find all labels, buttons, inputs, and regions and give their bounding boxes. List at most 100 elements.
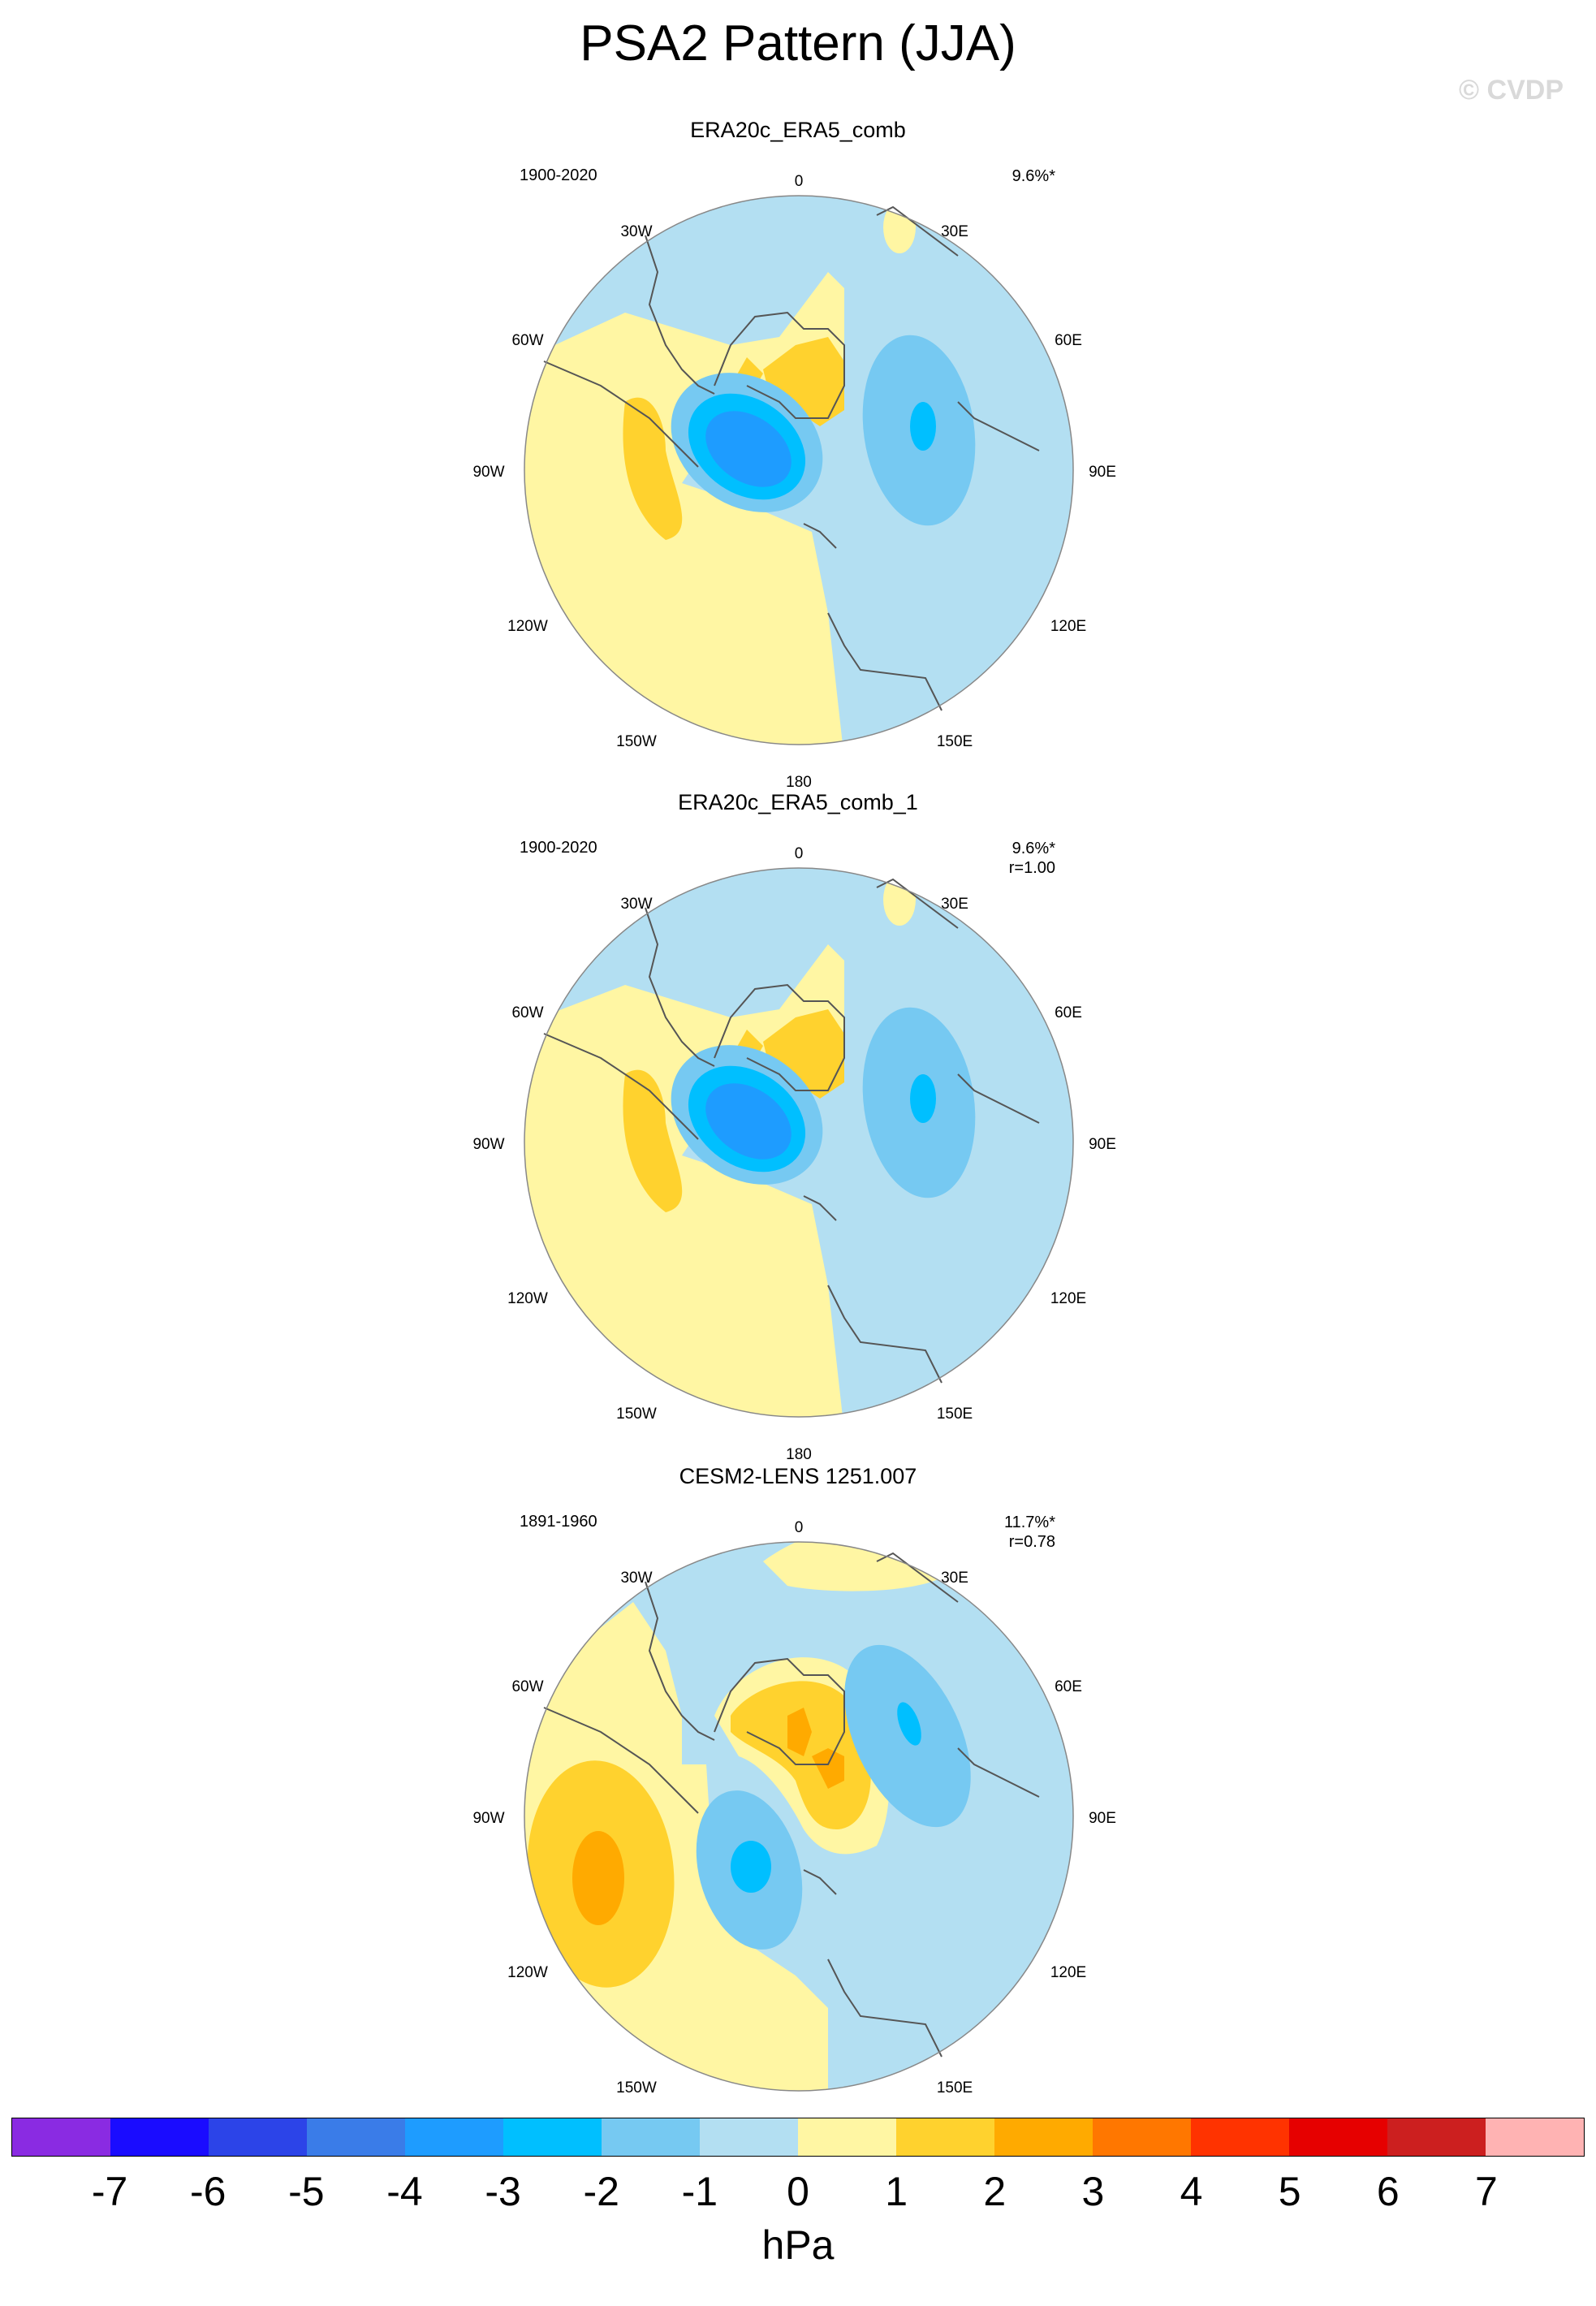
variance-pct: 9.6%* bbox=[1012, 840, 1055, 857]
lon-label: 180 bbox=[786, 774, 812, 791]
colorbar-swatch bbox=[896, 2118, 994, 2156]
lon-label: 30W bbox=[620, 896, 652, 913]
lon-label: 60E bbox=[1055, 1678, 1082, 1695]
polar-map: 0 30E 60E 90E 120E 150E 180 150W 120W 90… bbox=[472, 845, 1115, 1463]
anomaly-field bbox=[524, 868, 1073, 1417]
colorbar-swatch bbox=[1387, 2118, 1486, 2156]
colorbar-swatch bbox=[1289, 2118, 1387, 2156]
lon-label: 150E bbox=[937, 733, 973, 750]
map-panel-2: ERA20c_ERA5_comb_1 1900-2020 9.6%* r=1.0… bbox=[0, 790, 1596, 1488]
lon-label: 150W bbox=[616, 1406, 657, 1423]
lon-label: 120E bbox=[1050, 1290, 1086, 1307]
longitude-labels: 0 30E 60E 90E 120E 150E 180 150W 120W 90… bbox=[472, 845, 1115, 1463]
colorbar-tick-label: -5 bbox=[288, 2169, 325, 2214]
lon-label: 90W bbox=[472, 464, 504, 481]
anomaly-field bbox=[524, 196, 1073, 745]
map-boundary bbox=[524, 195, 1074, 745]
colorbar-tick-label: 2 bbox=[983, 2169, 1007, 2214]
figure-title: PSA2 Pattern (JJA) bbox=[580, 15, 1016, 71]
copyright-text: © CVDP bbox=[1459, 75, 1564, 106]
colorbar-swatch bbox=[405, 2118, 503, 2156]
coastlines bbox=[543, 878, 1040, 1384]
lon-label: 120E bbox=[1050, 1964, 1086, 1981]
lon-label: 90E bbox=[1089, 1810, 1116, 1827]
map-boundary bbox=[524, 867, 1074, 1418]
colorbar-tick-label: 6 bbox=[1376, 2169, 1400, 2214]
colorbar bbox=[11, 2118, 1585, 2157]
lon-label: 30E bbox=[941, 896, 968, 913]
period-label: 1900-2020 bbox=[520, 166, 597, 184]
map-panel-1: ERA20c_ERA5_comb 1900-2020 9.6%* bbox=[0, 118, 1596, 816]
lon-label: 0 bbox=[795, 845, 804, 862]
panel-title: CESM2-LENS 1251.007 bbox=[679, 1464, 917, 1488]
stats-label: 11.7%* r=0.78 bbox=[989, 1513, 1055, 1552]
lon-label: 120W bbox=[507, 1964, 548, 1981]
colorbar-tick-label: 5 bbox=[1278, 2169, 1301, 2214]
polar-map: 0 30E 60E 90E 120E 150E 180 150W 120W 90… bbox=[472, 173, 1115, 791]
colorbar-unit: hPa bbox=[761, 2222, 835, 2268]
lon-label: 0 bbox=[795, 1519, 804, 1536]
colorbar-tick-label: 7 bbox=[1474, 2169, 1498, 2214]
pattern-correlation: r=0.78 bbox=[1008, 1533, 1055, 1551]
lon-label: 150W bbox=[616, 733, 657, 750]
lon-label: 30E bbox=[941, 223, 968, 240]
lon-label: 0 bbox=[795, 173, 804, 190]
colorbar-tick-label: 4 bbox=[1180, 2169, 1203, 2214]
colorbar-swatch bbox=[1486, 2118, 1584, 2156]
lon-label: 90E bbox=[1089, 464, 1116, 481]
lon-label: 60E bbox=[1055, 1004, 1082, 1021]
colorbar-swatch bbox=[209, 2118, 307, 2156]
longitude-labels: 0 30E 60E 90E 120E 150E 180 150W 120W 90… bbox=[472, 173, 1115, 791]
colorbar-swatch bbox=[1191, 2118, 1289, 2156]
period-label: 1900-2020 bbox=[520, 839, 597, 857]
colorbar-tick-label: -6 bbox=[190, 2169, 226, 2214]
stats-label: 9.6%* r=1.00 bbox=[989, 839, 1055, 878]
lon-label: 60W bbox=[511, 1678, 543, 1695]
lon-label: 150E bbox=[937, 1406, 973, 1423]
lon-label: 30W bbox=[620, 1570, 652, 1587]
colorbar-swatch bbox=[602, 2118, 700, 2156]
colorbar-tick-label: -4 bbox=[386, 2169, 423, 2214]
colorbar-swatch bbox=[110, 2118, 209, 2156]
panel-title: ERA20c_ERA5_comb bbox=[690, 118, 906, 142]
lon-label: 150E bbox=[937, 2079, 973, 2097]
colorbar-swatch bbox=[307, 2118, 405, 2156]
period-label: 1891-1960 bbox=[520, 1513, 597, 1531]
lon-label: 120W bbox=[507, 1290, 548, 1307]
lon-label: 120W bbox=[507, 618, 548, 635]
colorbar-swatch bbox=[700, 2118, 798, 2156]
lon-label: 60E bbox=[1055, 332, 1082, 349]
lon-label: 60W bbox=[511, 1004, 543, 1021]
colorbar-tick-label: -3 bbox=[485, 2169, 521, 2214]
colorbar-swatch bbox=[12, 2118, 110, 2156]
colorbar-swatch bbox=[994, 2118, 1093, 2156]
colorbar-tick-label: -1 bbox=[681, 2169, 718, 2214]
colorbar-tick-label: 0 bbox=[787, 2169, 809, 2214]
lon-label: 180 bbox=[786, 1446, 812, 1463]
pattern-correlation: r=1.00 bbox=[1008, 859, 1055, 877]
colorbar-tick-label: 1 bbox=[885, 2169, 908, 2214]
colorbar-tick-label: 3 bbox=[1081, 2169, 1105, 2214]
lon-label: 90W bbox=[472, 1810, 504, 1827]
lon-label: 90W bbox=[472, 1136, 504, 1153]
anomaly-field bbox=[524, 1542, 1073, 2091]
variance-pct: 11.7%* bbox=[1003, 1514, 1055, 1531]
lon-label: 120E bbox=[1050, 618, 1086, 635]
map-panel-3: CESM2-LENS 1251.007 1891-1960 11.7%* r=0… bbox=[0, 1464, 1596, 2162]
coastlines bbox=[543, 205, 1040, 711]
lon-label: 30W bbox=[620, 223, 652, 240]
stats-label: 9.6%* bbox=[989, 166, 1055, 186]
colorbar-swatch bbox=[798, 2118, 896, 2156]
lon-label: 150W bbox=[616, 2079, 657, 2097]
lon-label: 60W bbox=[511, 332, 543, 349]
lon-label: 90E bbox=[1089, 1136, 1116, 1153]
colorbar-swatch bbox=[1093, 2118, 1191, 2156]
lon-label: 30E bbox=[941, 1570, 968, 1587]
colorbar-tick-label: -2 bbox=[583, 2169, 619, 2214]
panel-title: ERA20c_ERA5_comb_1 bbox=[678, 790, 918, 814]
polar-map: 0 30E 60E 90E 120E 150E 180 150W 120W 90… bbox=[472, 1519, 1116, 2137]
variance-pct: 9.6%* bbox=[1012, 167, 1055, 185]
colorbar-ticks: -7 -6 -5 -4 -3 -2 -1 0 1 2 3 4 5 6 7 bbox=[0, 2168, 1596, 2217]
map-boundary bbox=[524, 1541, 1074, 2092]
colorbar-swatch bbox=[503, 2118, 602, 2156]
